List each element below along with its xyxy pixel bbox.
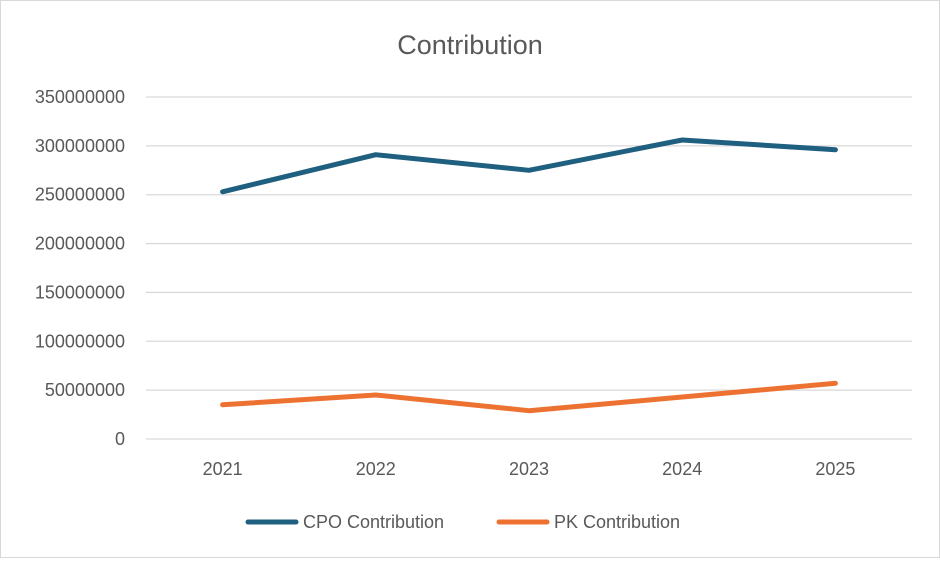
y-tick-label: 100000000 (35, 331, 125, 351)
x-tick-label: 2023 (509, 459, 549, 479)
legend-label: PK Contribution (554, 512, 680, 532)
series-lines (220, 137, 838, 414)
y-tick-label: 200000000 (35, 234, 125, 254)
y-axis-ticks: 0 50000000 100000000 150000000 200000000 2500… (35, 87, 125, 449)
series-line-pk (220, 380, 838, 414)
legend-item-pk: PK Contribution (496, 512, 680, 532)
y-tick-label: 150000000 (35, 282, 125, 302)
x-tick-label: 2021 (203, 459, 243, 479)
x-axis-ticks: 2021 2022 2023 2024 2025 (203, 459, 856, 479)
x-tick-label: 2022 (356, 459, 396, 479)
y-tick-label: 250000000 (35, 185, 125, 205)
chart-title: Contribution (397, 30, 543, 60)
legend-item-cpo: CPO Contribution (245, 512, 444, 532)
y-tick-label: 300000000 (35, 136, 125, 156)
legend-label: CPO Contribution (303, 512, 444, 532)
series-line-cpo (220, 137, 838, 195)
y-tick-label: 50000000 (45, 380, 125, 400)
y-tick-label: 0 (115, 429, 125, 449)
y-tick-label: 350000000 (35, 87, 125, 107)
gridlines (146, 96, 912, 440)
legend: CPO Contribution PK Contribution (245, 512, 680, 532)
x-tick-label: 2025 (815, 459, 855, 479)
x-tick-label: 2024 (662, 459, 702, 479)
